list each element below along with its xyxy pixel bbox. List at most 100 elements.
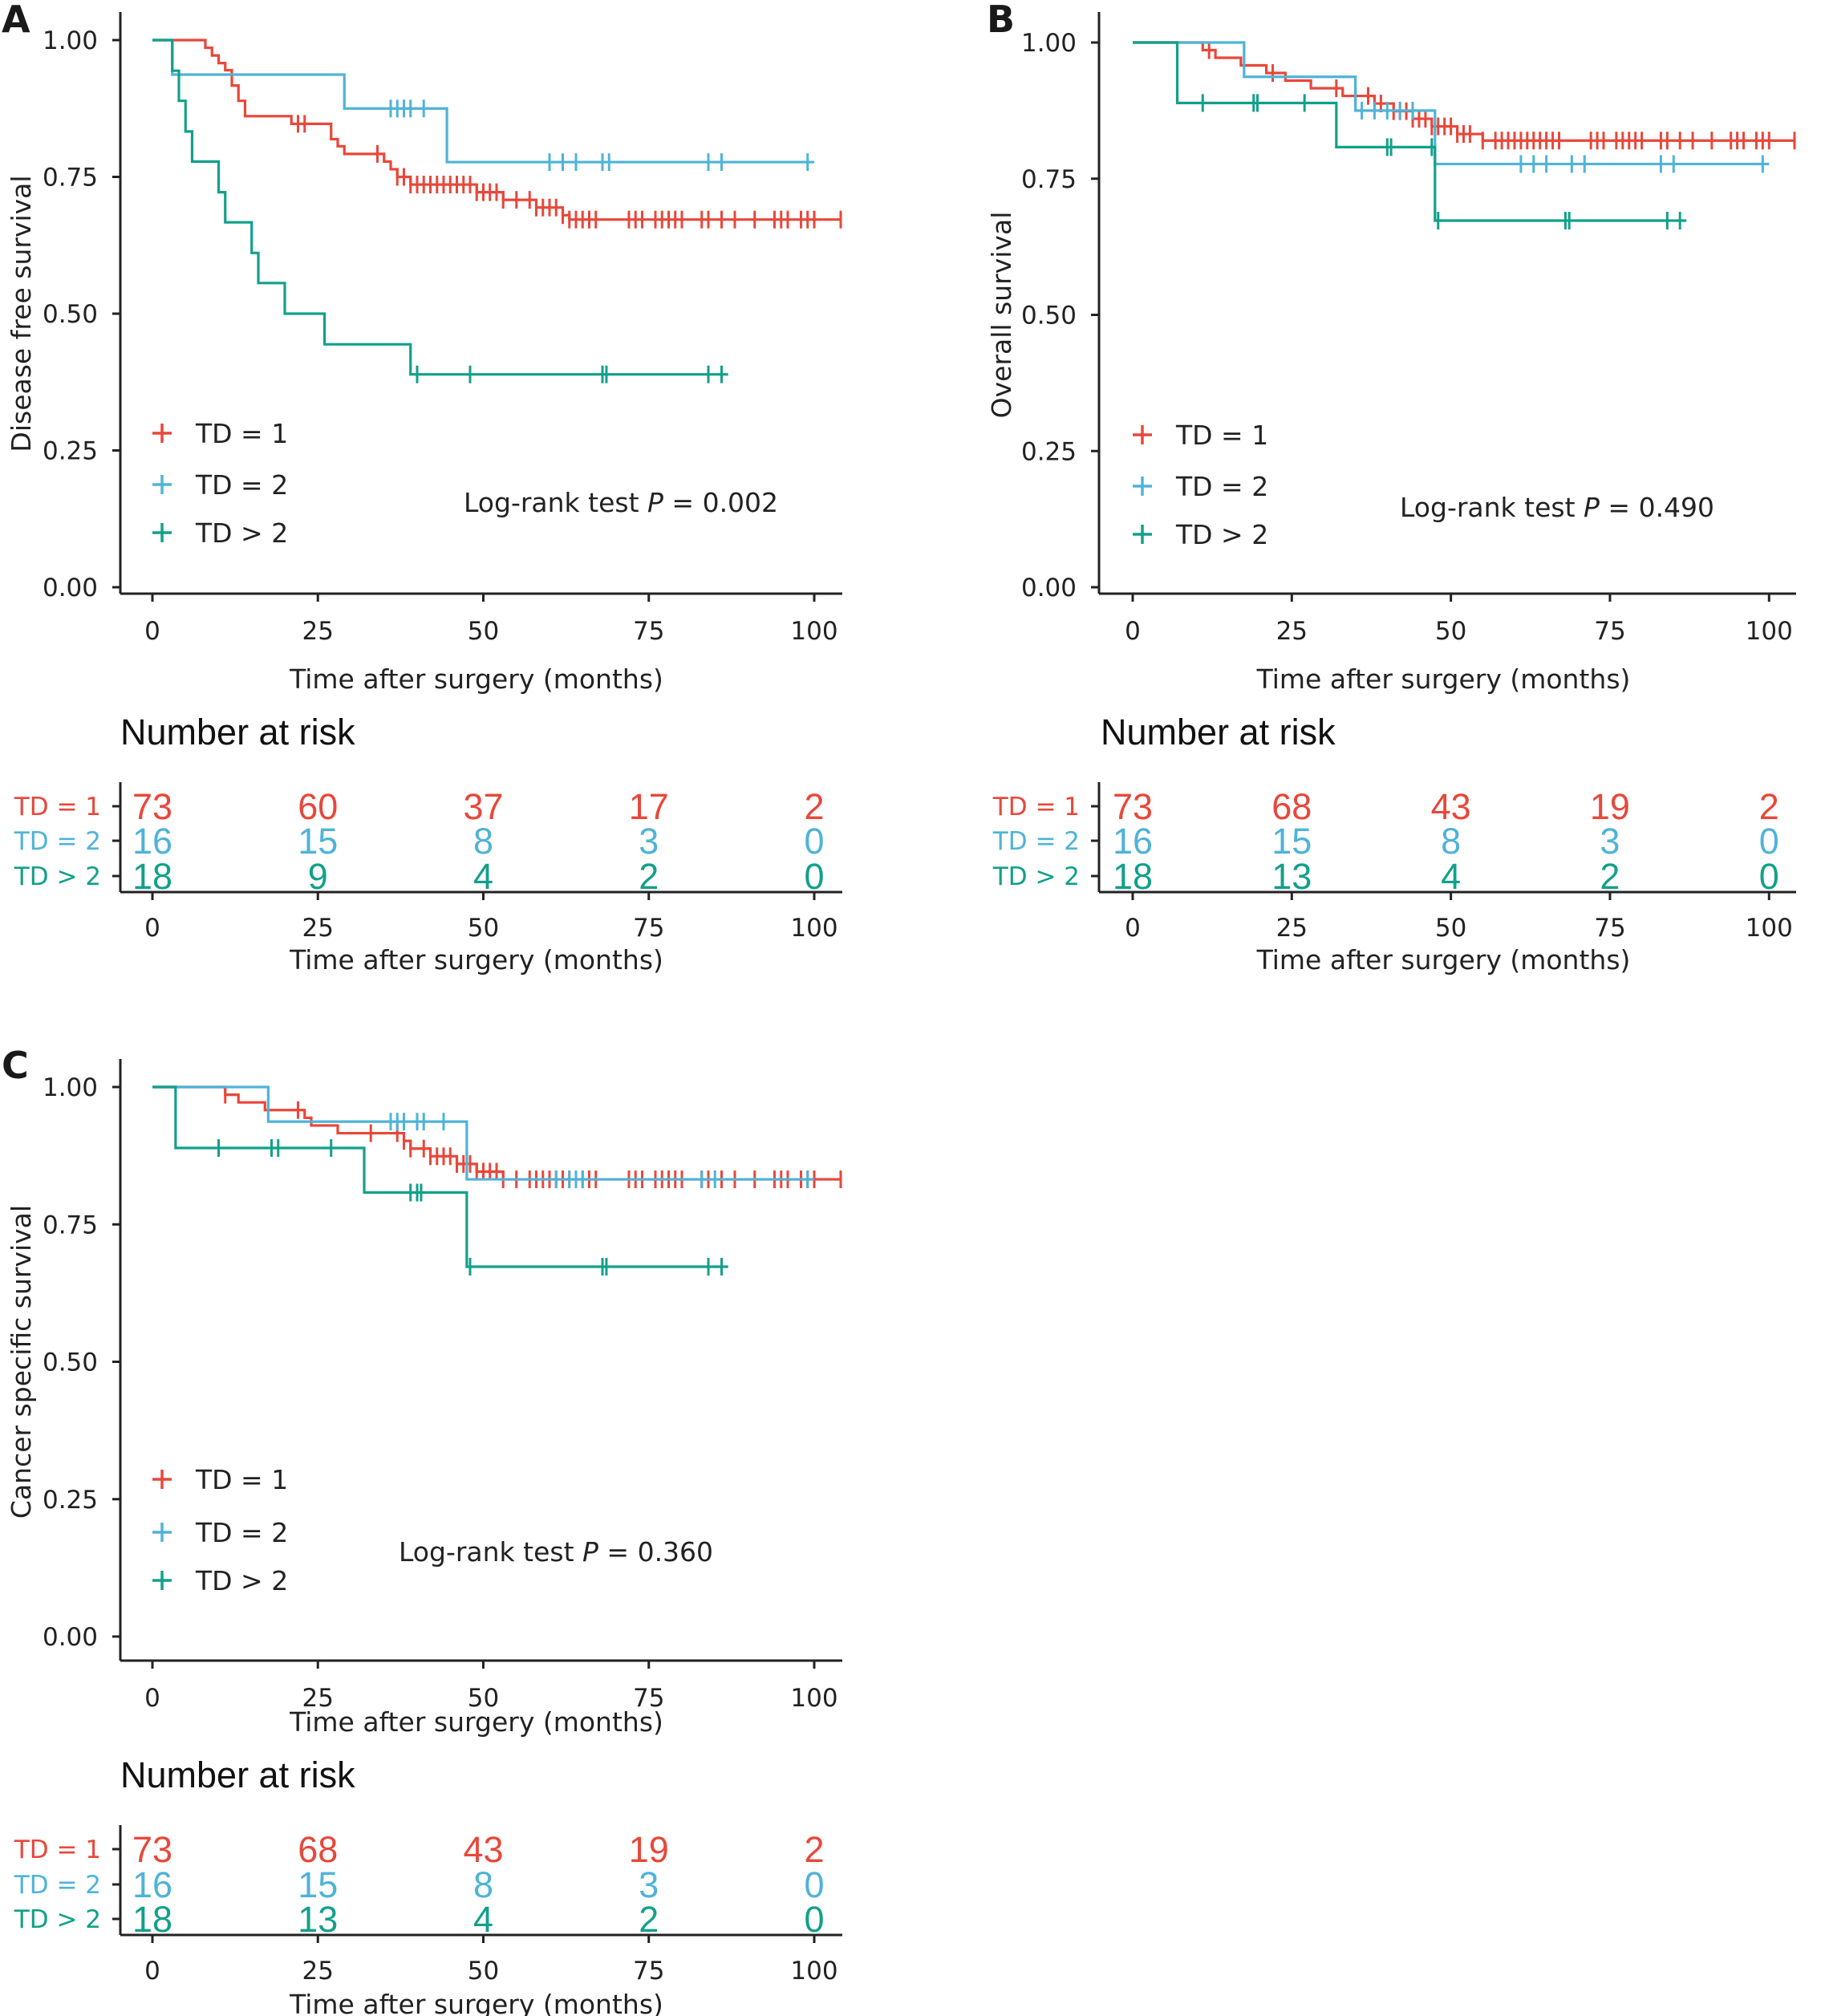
legend-label: TD = 2 — [1175, 471, 1268, 502]
risk-x-tick-label: 0 — [144, 1957, 160, 1986]
risk-count: 60 — [298, 786, 338, 827]
risk-count: 0 — [1759, 821, 1779, 862]
panel-label: A — [2, 0, 30, 41]
risk-count: 2 — [639, 1899, 659, 1940]
y-tick-label: 0.25 — [1021, 437, 1077, 466]
survival-curve-2 — [152, 39, 814, 164]
y-tick-label: 0.75 — [43, 1211, 98, 1239]
risk-count: 0 — [804, 821, 824, 862]
risk-count: 13 — [1271, 856, 1312, 897]
risk-count: 3 — [639, 821, 659, 862]
risk-count: 4 — [473, 1899, 493, 1940]
risk-x-tick-label: 50 — [1435, 914, 1466, 943]
risk-x-tick-label: 0 — [1125, 914, 1141, 943]
panel-label: C — [2, 1044, 29, 1087]
x-tick-label: 25 — [1276, 617, 1308, 646]
x-tick-label: 75 — [633, 617, 664, 646]
risk-x-tick-label: 75 — [633, 1957, 664, 1986]
risk-count: 16 — [1113, 821, 1153, 862]
x-tick-label: 25 — [302, 1684, 334, 1713]
risk-count: 18 — [132, 1899, 172, 1940]
risk-x-tick-label: 100 — [790, 1957, 837, 1986]
risk-x-tick-label: 25 — [1276, 914, 1308, 943]
x-tick-label: 0 — [1125, 617, 1141, 646]
risk-count: 73 — [132, 786, 172, 827]
y-axis-title: Cancer specific survival — [6, 1205, 37, 1519]
y-tick-label: 0.00 — [43, 1623, 98, 1652]
risk-count: 2 — [1759, 786, 1779, 827]
risk-count: 43 — [1431, 786, 1471, 827]
x-axis-title: Time after surgery (months) — [289, 1706, 663, 1738]
risk-count: 17 — [629, 786, 669, 827]
risk-x-axis-title: Time after surgery (months) — [289, 1989, 663, 2016]
y-axis-title: Overall survival — [986, 212, 1017, 419]
risk-x-tick-label: 100 — [1746, 914, 1793, 943]
legend-label: TD = 1 — [195, 418, 288, 449]
risk-x-axis-title: Time after surgery (months) — [1256, 944, 1631, 976]
x-tick-label: 75 — [633, 1684, 664, 1713]
risk-count: 8 — [473, 821, 493, 862]
risk-x-tick-label: 0 — [144, 914, 160, 943]
logrank-prefix: Log-rank test — [399, 1536, 582, 1568]
risk-x-tick-label: 50 — [468, 1957, 499, 1986]
logrank-value: = 0.360 — [598, 1536, 713, 1568]
legend-label: TD > 2 — [1175, 519, 1268, 550]
risk-row-label: TD > 2 — [14, 862, 101, 891]
risk-count: 2 — [804, 1829, 824, 1870]
risk-title: Number at risk — [120, 1754, 355, 1795]
risk-x-tick-label: 75 — [633, 914, 664, 943]
risk-title: Number at risk — [120, 712, 355, 752]
legend-label: TD = 2 — [195, 469, 288, 501]
x-tick-label: 50 — [468, 617, 499, 646]
risk-count: 73 — [132, 1829, 172, 1870]
logrank-p-symbol: P — [647, 487, 663, 518]
y-tick-label: 0.50 — [43, 1349, 98, 1377]
risk-count: 37 — [463, 786, 503, 827]
legend-label: TD = 1 — [1175, 420, 1268, 451]
risk-x-axis-title: Time after surgery (months) — [289, 944, 663, 976]
risk-row-label: TD = 2 — [14, 1871, 101, 1900]
risk-row-label: TD = 2 — [992, 827, 1080, 856]
risk-count: 8 — [473, 1864, 493, 1905]
logrank-annotation: Log-rank test P = 0.360 — [399, 1536, 713, 1568]
y-tick-label: 0.75 — [1021, 165, 1077, 194]
risk-count: 0 — [804, 856, 824, 897]
risk-count: 2 — [1600, 856, 1620, 897]
risk-count: 16 — [132, 1864, 172, 1905]
x-tick-label: 0 — [144, 617, 160, 646]
logrank-value: = 0.002 — [663, 487, 778, 518]
risk-row-label: TD > 2 — [14, 1905, 101, 1934]
risk-row-label: TD = 1 — [992, 793, 1080, 821]
risk-x-tick-label: 75 — [1594, 914, 1625, 943]
risk-count: 43 — [463, 1829, 503, 1870]
y-axis-title: Disease free survival — [6, 175, 37, 452]
logrank-annotation: Log-rank test P = 0.490 — [1400, 492, 1714, 523]
risk-count: 15 — [1271, 821, 1312, 862]
survival-curve-3 — [152, 1085, 728, 1268]
risk-count: 0 — [804, 1864, 824, 1905]
y-tick-label: 0.00 — [43, 574, 98, 602]
legend-label: TD > 2 — [195, 517, 288, 549]
risk-count: 2 — [639, 856, 659, 897]
y-tick-label: 0.25 — [43, 437, 98, 466]
panel-b: B 0.00 0.25 0.50 0.75 1.00 0 25 50 75 100 Time afte… — [986, 0, 1796, 976]
survival-curve-3 — [1133, 41, 1687, 222]
y-tick-label: 0.50 — [1021, 302, 1077, 331]
risk-count: 73 — [1113, 786, 1153, 827]
x-axis-title: Time after surgery (months) — [289, 663, 663, 695]
risk-count: 4 — [473, 856, 493, 897]
panel-a: A 0.00 0.25 0.50 0.75 1.00 0 25 50 75 100 Time afte… — [2, 0, 842, 976]
legend-label: TD = 1 — [195, 1464, 288, 1495]
y-tick-label: 1.00 — [43, 1073, 98, 1102]
risk-count: 3 — [639, 1864, 659, 1905]
risk-count: 19 — [1590, 786, 1630, 827]
x-tick-label: 50 — [468, 1684, 499, 1713]
risk-count: 0 — [804, 1899, 824, 1940]
risk-title: Number at risk — [1101, 712, 1336, 752]
y-tick-label: 1.00 — [1021, 29, 1077, 58]
survival-curve-1 — [152, 39, 841, 221]
risk-count: 2 — [804, 786, 824, 827]
risk-x-tick-label: 50 — [468, 914, 499, 943]
logrank-prefix: Log-rank test — [464, 487, 647, 518]
